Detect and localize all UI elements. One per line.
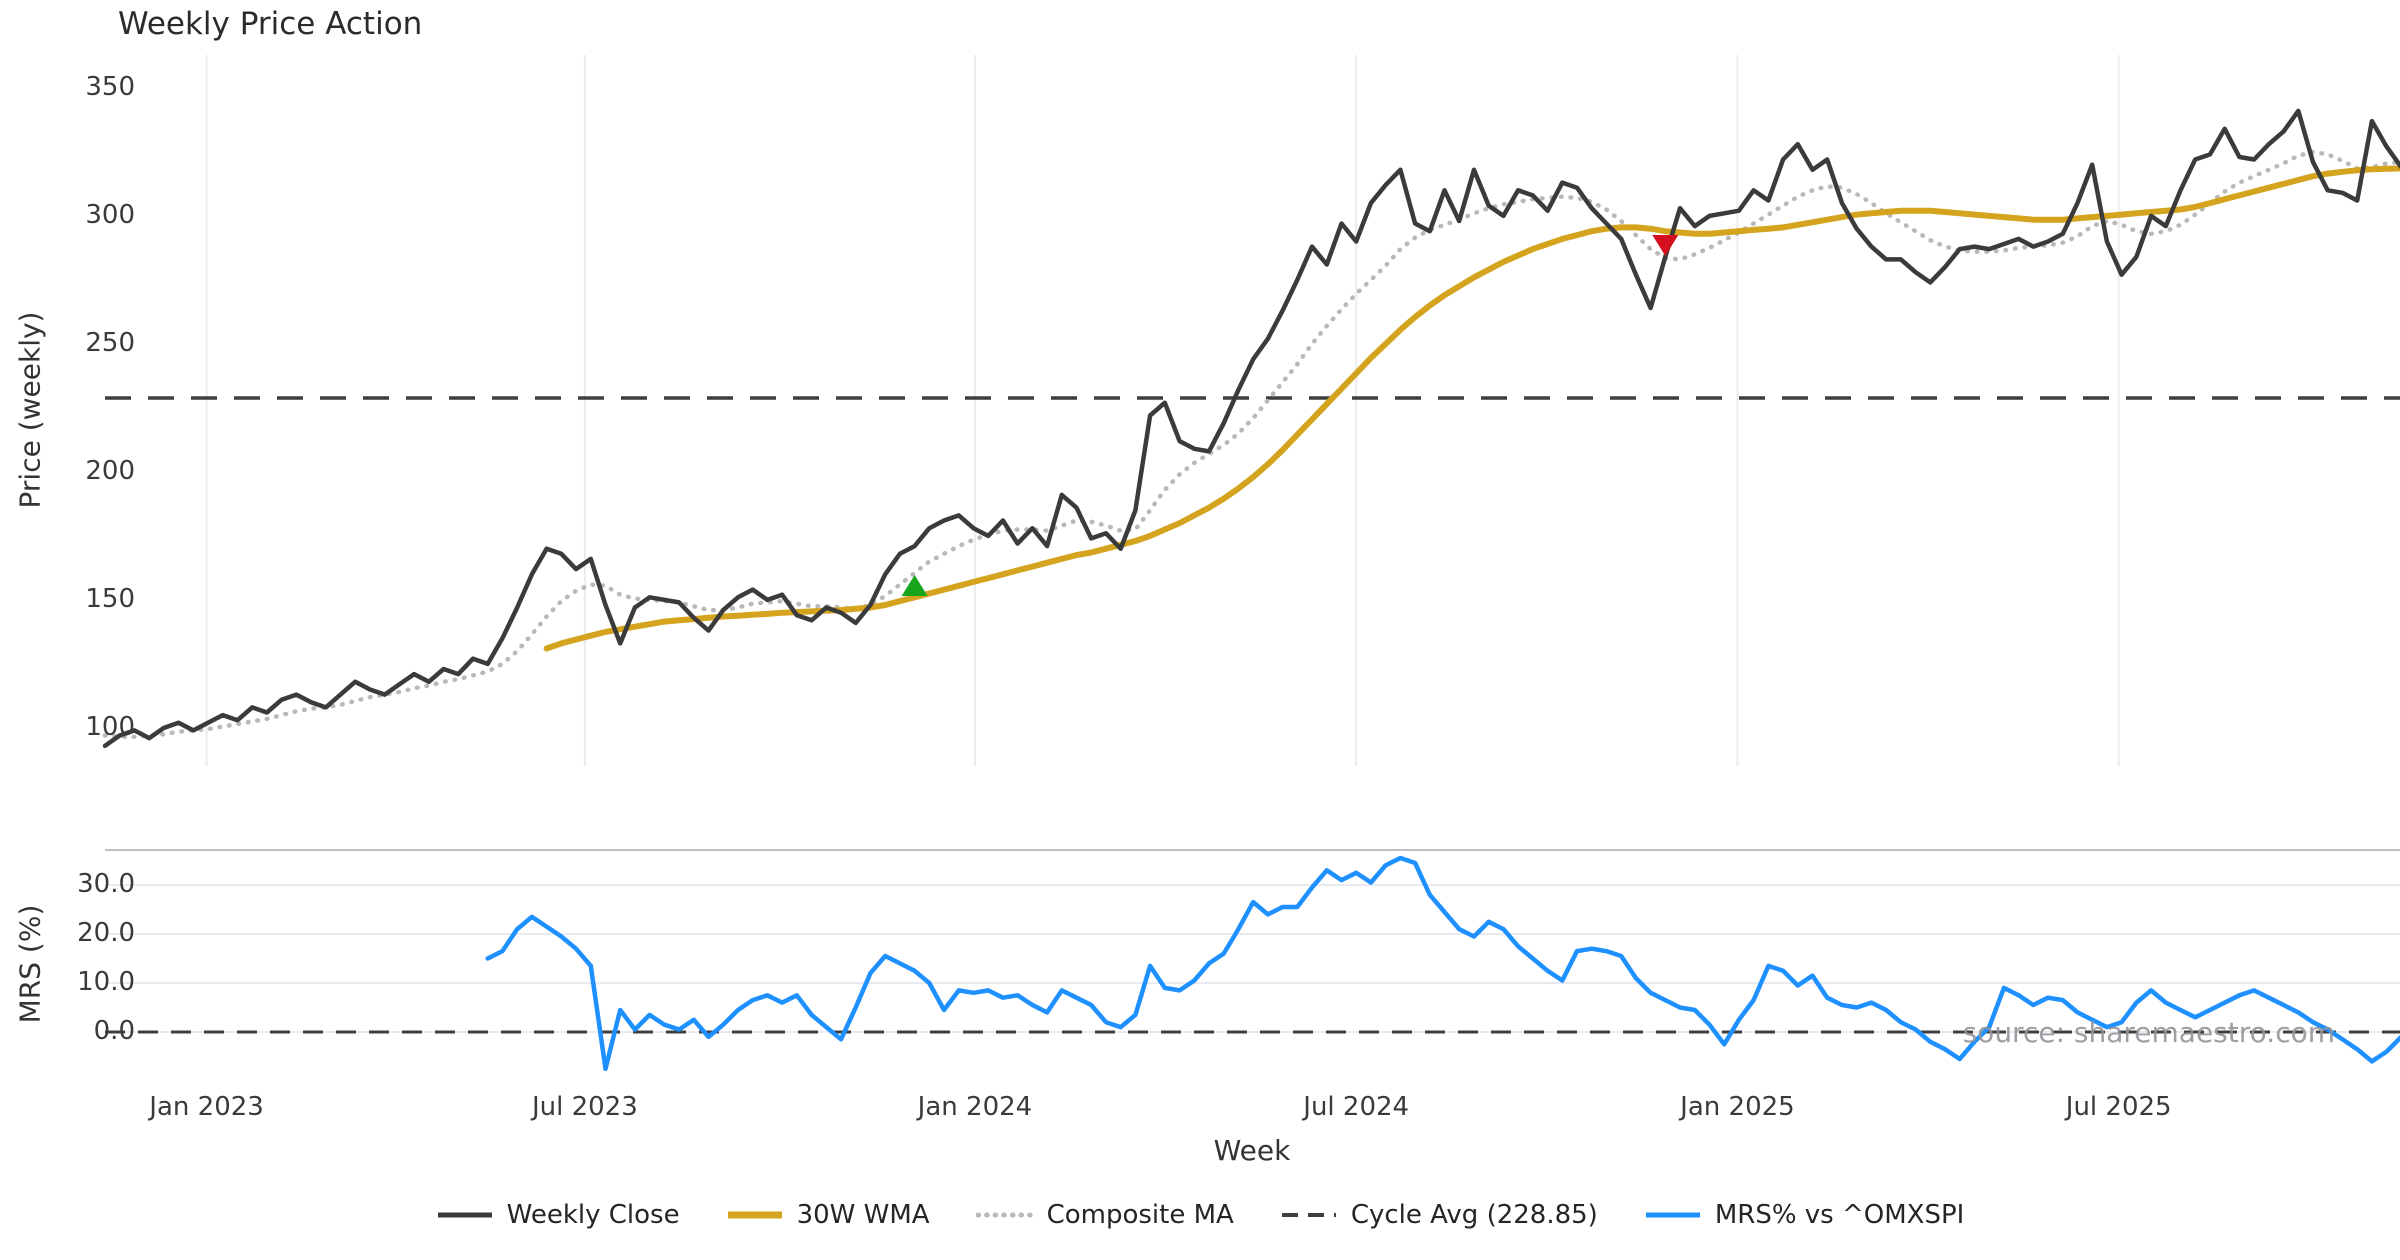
- mrs-ytick-10.0: 10.0: [77, 967, 135, 997]
- price-ytick-200: 200: [85, 455, 135, 486]
- legend-item-wma-30w: 30W WMA: [726, 1200, 930, 1230]
- xtick-Jan-2025: Jan 2025: [1680, 1092, 1795, 1122]
- legend-label-weekly-close: Weekly Close: [506, 1200, 680, 1230]
- price-ytick-150: 150: [85, 583, 135, 614]
- series-weekly-close: [102, 108, 2400, 749]
- xtick-Jul-2025: Jul 2025: [2065, 1092, 2172, 1122]
- legend-label-cycle-avg: Cycle Avg (228.85): [1350, 1200, 1598, 1230]
- xtick-Jul-2024: Jul 2024: [1303, 1092, 1410, 1122]
- buy-marker-icon: [901, 575, 928, 597]
- watermark: source: sharemaestro.com: [1962, 1016, 2335, 1049]
- mrs-ytick-30.0: 30.0: [77, 869, 135, 899]
- legend-label-composite-ma: Composite MA: [1046, 1200, 1234, 1230]
- price-ytick-300: 300: [85, 199, 135, 230]
- price-ytick-350: 350: [85, 71, 135, 102]
- legend-item-composite-ma: Composite MA: [975, 1200, 1234, 1230]
- mrs-ytick-20.0: 20.0: [77, 918, 135, 948]
- legend-swatch-weekly-close-icon: [437, 1212, 492, 1218]
- legend-swatch-mrs-icon: [1645, 1212, 1700, 1218]
- legend-swatch-cycle-avg-icon: [1281, 1213, 1336, 1217]
- sell-marker-icon: [1652, 235, 1679, 257]
- legend-label-mrs: MRS% vs ^OMXSPI: [1714, 1200, 1965, 1230]
- legend-label-wma-30w: 30W WMA: [796, 1200, 930, 1230]
- price-ytick-100: 100: [85, 711, 135, 742]
- series-30w-wma: [543, 165, 2400, 652]
- xtick-Jan-2024: Jan 2024: [917, 1092, 1033, 1122]
- mrs-ytick-0.0: 0.0: [93, 1016, 135, 1046]
- week-axis-label: Week: [1213, 1134, 1291, 1167]
- xtick-Jan-2023: Jan 2023: [149, 1092, 264, 1122]
- legend-item-cycle-avg: Cycle Avg (228.85): [1280, 1200, 1598, 1230]
- legend: Weekly Close 30W WMA Composite MA Cycle Avg…: [0, 1200, 2400, 1230]
- legend-swatch-composite-ma-icon: [975, 1212, 1034, 1218]
- chart-title: Weekly Price Action: [118, 6, 423, 42]
- legend-item-mrs: MRS% vs ^OMXSPI: [1644, 1200, 1965, 1230]
- series-mrs-vs-omxspi: [485, 855, 2400, 1072]
- xtick-Jul-2023: Jul 2023: [531, 1092, 638, 1122]
- legend-swatch-wma-30w-icon: [727, 1211, 782, 1219]
- price-ytick-250: 250: [85, 327, 135, 358]
- legend-item-weekly-close: Weekly Close: [436, 1200, 680, 1230]
